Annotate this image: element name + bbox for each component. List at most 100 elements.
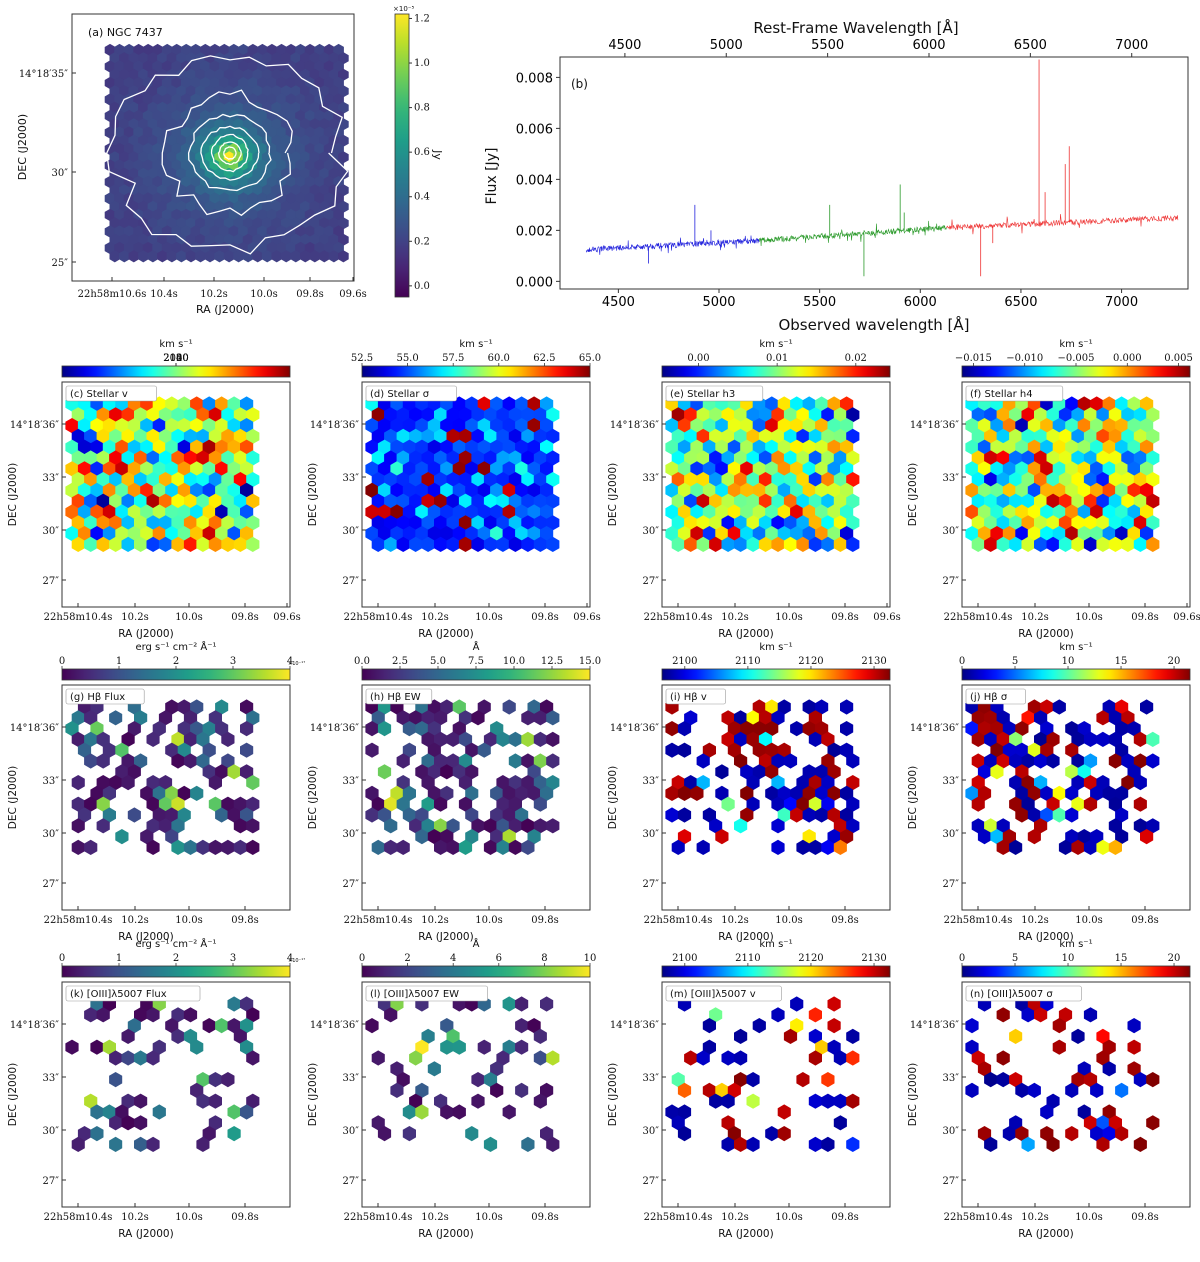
hex-bin <box>1121 775 1135 791</box>
hex-bin <box>808 1050 822 1066</box>
image-hex <box>257 142 268 156</box>
hex-bin <box>721 1050 735 1066</box>
y-tick-label: 27″ <box>343 1176 360 1187</box>
hex-bin <box>709 515 723 531</box>
x-tick-label: 10.2s <box>721 1212 748 1223</box>
colorbar-label: Å <box>473 937 480 950</box>
colorbar-tick-label: 2120 <box>798 656 823 667</box>
hex-bin <box>677 807 692 823</box>
image-hex <box>252 151 263 164</box>
hex-bin <box>1140 418 1154 434</box>
hex-bin <box>1096 731 1110 747</box>
x-tick-label: 09.8s <box>231 915 258 926</box>
hex-bin <box>1040 526 1054 542</box>
hex-bin <box>377 418 392 434</box>
hex-bin <box>183 839 198 855</box>
hex-bin <box>190 439 204 455</box>
hex-bin <box>71 515 85 531</box>
hex-bin <box>746 407 760 423</box>
hex-bin <box>752 418 766 434</box>
hex-bin <box>846 1050 860 1066</box>
hex-bin <box>1083 493 1098 509</box>
hex-bin <box>758 472 773 488</box>
image-hex <box>280 85 292 98</box>
hex-bin <box>1090 785 1104 801</box>
image-hex <box>223 85 235 98</box>
hex-bin <box>515 482 529 498</box>
hex-bin <box>183 493 198 509</box>
hex-bin <box>802 461 816 477</box>
hex-bin <box>109 428 123 444</box>
hex-bin <box>1146 536 1160 552</box>
hex-bin <box>796 536 810 552</box>
hex-bin <box>77 504 92 520</box>
x-tick-label: 09.6s <box>273 612 300 623</box>
hex-bin <box>102 742 116 758</box>
hex-bin <box>1015 1082 1029 1098</box>
image-hex <box>304 159 316 172</box>
image-hex <box>285 43 297 57</box>
hex-bin <box>1108 428 1122 444</box>
hex-bin <box>846 515 860 531</box>
hex-bin <box>1040 785 1054 801</box>
image-hex <box>138 167 149 180</box>
hex-bin <box>165 742 179 758</box>
image-hex <box>104 60 116 73</box>
hex-bin <box>1115 396 1129 412</box>
hex-bin <box>1096 472 1110 488</box>
hex-bin <box>771 515 785 531</box>
hex-bin <box>233 536 247 552</box>
image-hex <box>104 76 116 90</box>
image-hex <box>195 217 206 230</box>
hex-bin <box>415 439 429 455</box>
image-hex <box>266 43 278 57</box>
colorbar-tick-label: 0.01 <box>766 353 788 364</box>
hex-bin <box>490 504 504 520</box>
contour-line <box>223 146 237 160</box>
colorbar-tick-label: 5 <box>1012 953 1018 964</box>
hex-bin <box>1096 1028 1110 1044</box>
hex-bin <box>402 461 416 477</box>
hex-bin <box>740 418 754 434</box>
hex-bin <box>452 482 466 498</box>
image-hex <box>266 93 278 106</box>
hex-bin <box>465 742 479 758</box>
image-hex <box>271 250 282 263</box>
hex-bin <box>434 731 448 747</box>
hex-bin <box>765 439 779 455</box>
image-hex <box>304 43 316 57</box>
y-tick-label: 14°18′36″ <box>610 723 659 734</box>
y-tick-label: 27″ <box>643 1176 660 1187</box>
image-hex <box>338 233 349 246</box>
hex-bin <box>365 526 379 542</box>
hex-bin <box>671 493 685 509</box>
image-hex <box>276 159 287 172</box>
hex-bin <box>502 482 516 498</box>
hex-bin <box>71 710 85 726</box>
hex-bin <box>396 428 410 444</box>
hex-bin <box>227 396 241 412</box>
hex-bin <box>1071 1028 1085 1044</box>
hex-bin <box>721 731 735 747</box>
hex-bin <box>134 536 148 552</box>
hex-bin <box>171 839 185 855</box>
hex-bin <box>1046 731 1060 747</box>
image-hex <box>138 233 149 246</box>
image-hex <box>233 118 244 131</box>
image-hex <box>271 200 282 213</box>
hex-bin <box>546 818 560 834</box>
hex-bin <box>240 482 254 498</box>
hex-bin <box>96 731 110 747</box>
image-hex <box>247 192 259 205</box>
hex-bin <box>796 775 810 791</box>
hex-bin <box>521 515 535 531</box>
image-hex <box>261 118 273 131</box>
hex-bin <box>402 785 416 801</box>
hex-bin <box>709 407 723 423</box>
hex-bin <box>758 536 773 552</box>
hex-bin <box>140 439 154 455</box>
hex-bin <box>1021 493 1035 509</box>
image-hex <box>333 93 344 106</box>
image-hex <box>114 43 125 57</box>
hex-bin <box>1071 493 1085 509</box>
